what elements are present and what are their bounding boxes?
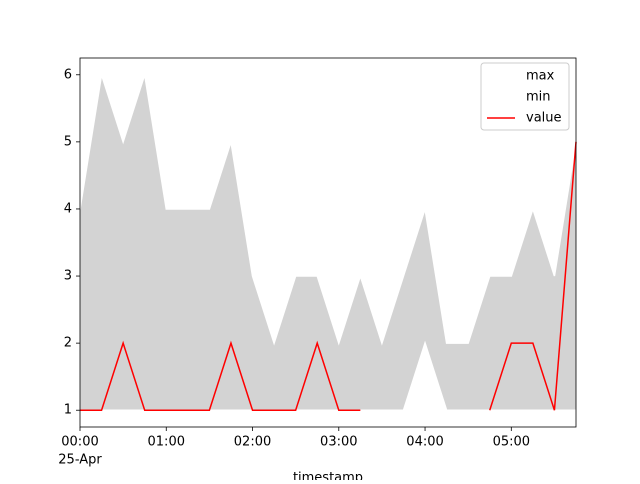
legend-label: min <box>526 90 551 105</box>
x-tick-label: 01:00 <box>148 435 185 450</box>
series-line <box>489 141 577 411</box>
plot-frame <box>79 57 577 428</box>
series-line <box>80 340 361 411</box>
legend-box <box>480 62 570 131</box>
x-tick-label: 00:00 <box>61 435 98 450</box>
y-tick-label: 2 <box>64 336 72 351</box>
x-axis-label: timestamp <box>293 471 363 481</box>
range-area <box>80 74 576 411</box>
x-tick-label: 02:00 <box>234 435 271 450</box>
x-tick-label: 04:00 <box>406 435 443 450</box>
x-tick-sublabel: 25-Apr <box>58 453 102 468</box>
x-tick-label: 03:00 <box>320 435 357 450</box>
x-tick-label: 05:00 <box>493 435 530 450</box>
y-tick-label: 5 <box>64 134 72 149</box>
y-tick-label: 1 <box>64 403 72 418</box>
series-line <box>79 74 577 346</box>
y-tick-label: 4 <box>64 201 72 216</box>
legend-label: max <box>526 69 555 84</box>
y-tick-label: 6 <box>64 67 72 82</box>
legend-label: value <box>526 111 562 126</box>
y-tick-label: 3 <box>64 269 72 284</box>
